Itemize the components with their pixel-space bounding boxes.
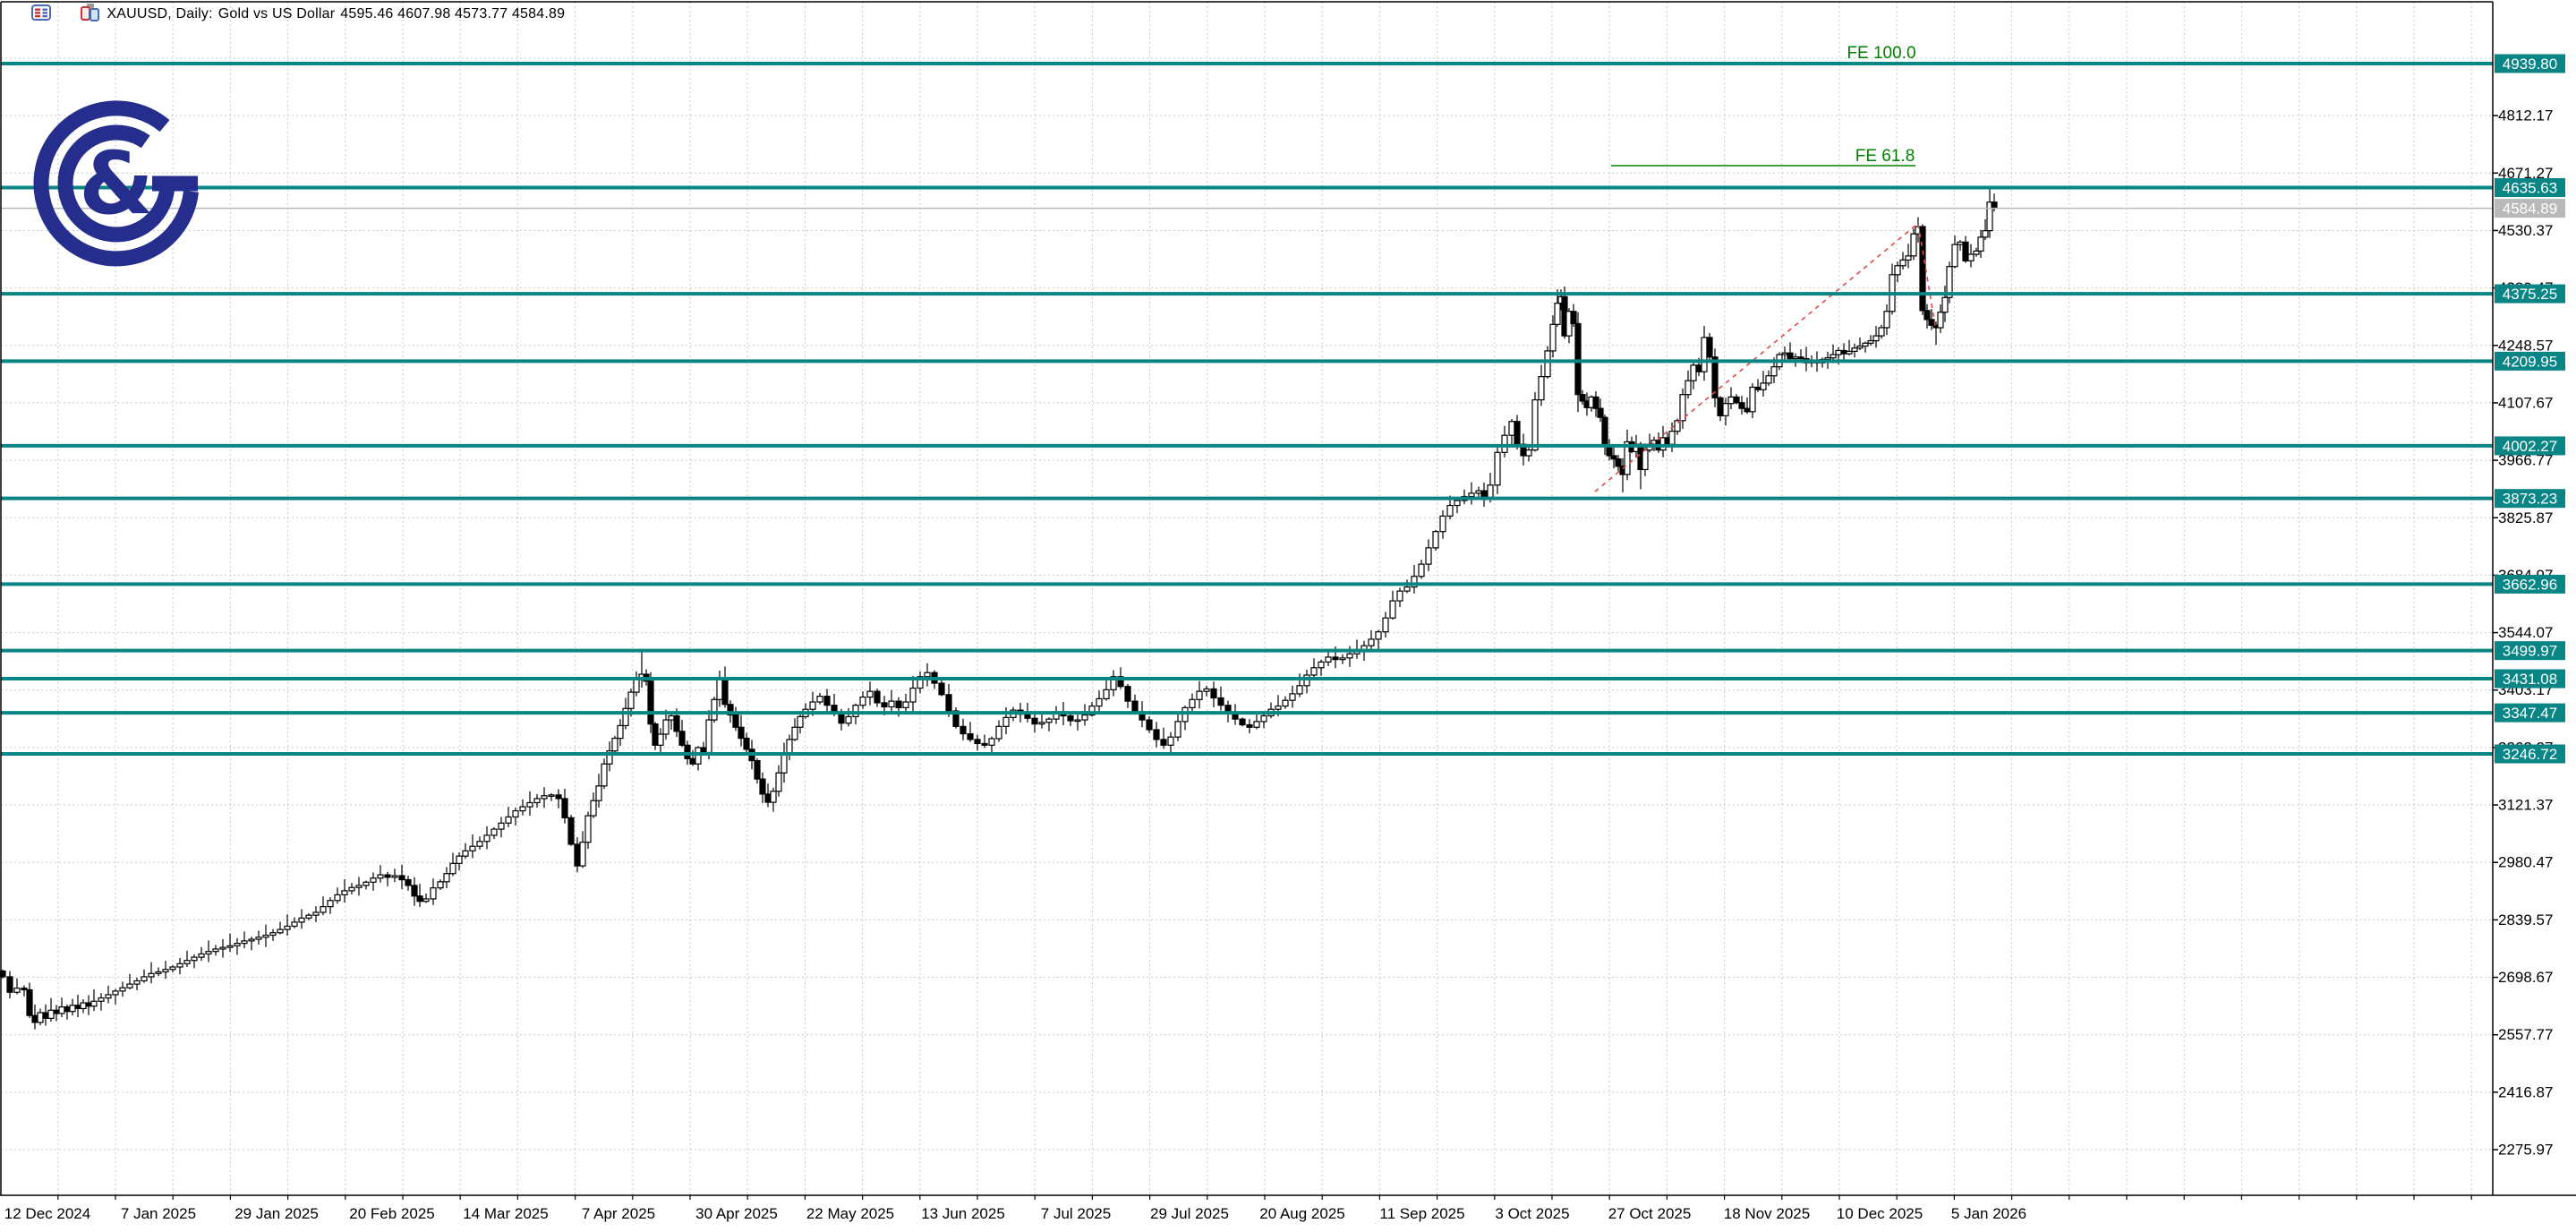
price-tick-label: 2557.77 <box>2498 1026 2553 1043</box>
price-tick-label: 3825.87 <box>2498 509 2553 526</box>
date-tick-label: 29 Jan 2025 <box>235 1205 319 1222</box>
date-tick-label: 7 Jan 2025 <box>121 1205 196 1222</box>
chart-bars-icon[interactable] <box>56 0 102 42</box>
ohlc-values-label: 4595.46 4607.98 4573.77 4584.89 <box>340 6 566 21</box>
date-tick-label: 30 Apr 2025 <box>695 1205 778 1222</box>
broker-watermark-logo: & <box>31 98 201 269</box>
date-tick-label: 27 Oct 2025 <box>1608 1205 1692 1222</box>
date-tick-label: 11 Sep 2025 <box>1379 1205 1464 1222</box>
price-level-badges: 4939.80 4635.63 4375.25 4209.95 4002.27 3873.… <box>2495 54 2565 764</box>
price-badge-label: 3347.47 <box>2503 705 2557 722</box>
date-tick-label: 3 Oct 2025 <box>1495 1205 1569 1222</box>
date-tick-label: 20 Feb 2025 <box>349 1205 434 1222</box>
date-tick-label: 7 Apr 2025 <box>582 1205 655 1222</box>
price-tick-label: 2839.57 <box>2498 911 2553 928</box>
price-tick-label: 3544.07 <box>2498 624 2553 641</box>
price-badge-label: 3873.23 <box>2503 491 2557 508</box>
symbol-description-label: Gold vs US Dollar <box>218 6 336 21</box>
price-badge-label: 3431.08 <box>2503 671 2557 688</box>
price-tick-label: 3966.77 <box>2498 452 2553 469</box>
fib-expansion-levels[interactable]: FE 100.0 FE 61.8 <box>1611 44 1916 167</box>
price-badge-label: 4939.80 <box>2503 56 2557 73</box>
date-tick-label: 22 May 2025 <box>806 1205 894 1222</box>
price-tick-label: 2416.87 <box>2498 1083 2553 1100</box>
date-tick-label: 12 Dec 2024 <box>4 1205 90 1222</box>
price-tick-label: 2698.67 <box>2498 969 2553 986</box>
logo-g-crossbar <box>152 175 198 192</box>
date-tick-label: 10 Dec 2025 <box>1837 1205 1923 1222</box>
date-tick-label: 20 Aug 2025 <box>1259 1205 1344 1222</box>
price-tick-label: 4671.27 <box>2498 165 2553 182</box>
logo-inner-g-arc <box>57 124 175 243</box>
price-badge-label: 4209.95 <box>2503 353 2557 370</box>
price-badge-label: 4375.25 <box>2503 286 2557 303</box>
candlesticks <box>0 188 1998 1030</box>
date-tick-label: 14 Mar 2025 <box>463 1205 548 1222</box>
symbol-period-label: XAUUSD, Daily: <box>107 6 213 21</box>
price-tick-label: 4812.17 <box>2498 107 2553 124</box>
plot-borders <box>0 1 2576 1196</box>
fib-level-label: FE 61.8 <box>1855 147 1915 166</box>
price-badge-label: 4635.63 <box>2503 180 2557 197</box>
logo-outer-g-arc <box>33 100 199 267</box>
date-tick-label: 29 Jul 2025 <box>1150 1205 1229 1222</box>
support-resistance-lines[interactable] <box>1 62 2493 756</box>
price-badge-label: 3662.96 <box>2503 576 2557 593</box>
price-badge-label: 3499.97 <box>2503 643 2557 660</box>
date-tick-label: 13 Jun 2025 <box>921 1205 1005 1222</box>
price-tick-label: 4248.57 <box>2498 337 2553 354</box>
date-tick-label: 5 Jan 2026 <box>1951 1205 2026 1222</box>
time-axis[interactable]: 12 Dec 2024 7 Jan 2025 29 Jan 2025 20 Feb 2… <box>4 1195 2472 1222</box>
date-tick-label: 18 Nov 2025 <box>1724 1205 1810 1222</box>
price-tick-label: 4530.37 <box>2498 222 2553 239</box>
price-tick-label: 4107.67 <box>2498 394 2553 411</box>
price-badge-label: 4002.27 <box>2503 438 2557 455</box>
fib-level-label: FE 100.0 <box>1847 44 1915 63</box>
chart-info-bar: XAUUSD, Daily: Gold vs US Dollar 4595.46… <box>7 3 566 25</box>
price-tick-label: 2980.47 <box>2498 854 2553 871</box>
gridlines <box>1 2 2493 1195</box>
price-badge-label: 3246.72 <box>2503 746 2557 763</box>
price-badge-label: 4584.89 <box>2503 201 2557 218</box>
price-tick-label: 2275.97 <box>2498 1142 2553 1159</box>
price-tick-label: 3121.37 <box>2498 797 2553 814</box>
logo-ampersand: & <box>79 133 154 234</box>
price-axis[interactable]: 4812.174671.274530.374389.474248.574107.… <box>2493 107 2553 1159</box>
quotes-list-icon[interactable] <box>7 0 51 42</box>
date-tick-label: 7 Jul 2025 <box>1041 1205 1111 1222</box>
